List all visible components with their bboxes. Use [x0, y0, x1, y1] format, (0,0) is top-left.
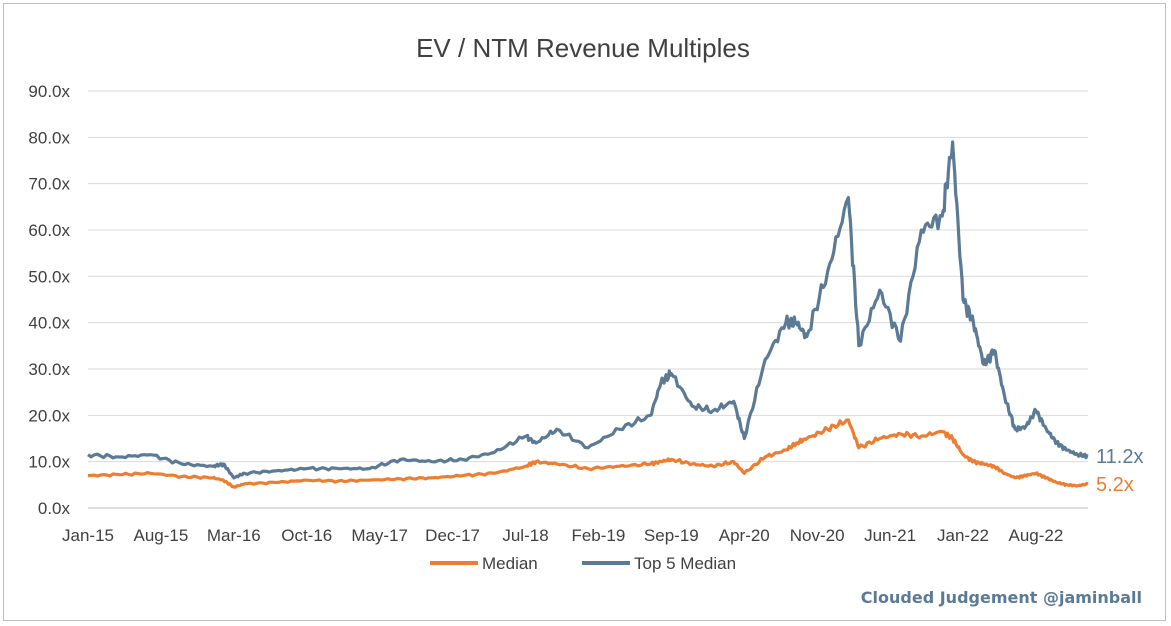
y-tick-label: 10.0x [28, 453, 70, 472]
y-tick-label: 40.0x [28, 314, 70, 333]
x-axis-ticks: Jan-15 Aug-15 Mar-16 Oct-16 May-17 Dec-17 Jul-… [62, 526, 1063, 545]
x-tick-label: Dec-17 [425, 526, 480, 545]
x-tick-label: May-17 [351, 526, 408, 545]
x-tick-label: Sep-19 [644, 526, 699, 545]
y-tick-label: 30.0x [28, 360, 70, 379]
end-labels: 5.2x 11.2x [1096, 446, 1143, 496]
x-tick-label: Jan-15 [62, 526, 114, 545]
x-tick-label: Jun-21 [864, 526, 916, 545]
y-tick-label: 80.0x [28, 128, 70, 147]
chart-title: EV / NTM Revenue Multiples [416, 33, 750, 63]
y-tick-label: 90.0x [28, 82, 70, 101]
x-tick-label: Jan-22 [937, 526, 989, 545]
x-tick-label: Apr-20 [719, 526, 770, 545]
x-tick-label: Nov-20 [790, 526, 845, 545]
series-line [87, 418, 1089, 489]
x-tick-label: Jul-18 [502, 526, 548, 545]
x-tick-label: Feb-19 [571, 526, 625, 545]
y-axis-ticks: 0.0x 10.0x 20.0x 30.0x 40.0x 50.0x 60.0x 70.0x 8… [28, 82, 70, 518]
series-line [87, 140, 1089, 480]
x-tick-label: Aug-22 [1009, 526, 1064, 545]
y-tick-label: 60.0x [28, 221, 70, 240]
x-tick-label: Mar-16 [207, 526, 261, 545]
y-tick-label: 0.0x [38, 499, 71, 518]
y-tick-label: 70.0x [28, 175, 70, 194]
y-tick-label: 50.0x [28, 267, 70, 286]
chart-frame [3, 3, 1166, 621]
x-tick-label: Oct-16 [281, 526, 332, 545]
y-tick-label: 20.0x [28, 406, 70, 425]
legend-label: Median [482, 554, 538, 573]
series-end-label: 11.2x [1096, 446, 1143, 468]
series-end-label: 5.2x [1096, 474, 1134, 496]
legend: Median Top 5 Median [430, 554, 736, 573]
x-tick-label: Aug-15 [134, 526, 189, 545]
gridlines [88, 90, 1088, 509]
watermark-text: Clouded Judgement @jaminball [861, 588, 1142, 607]
legend-label: Top 5 Median [634, 554, 736, 573]
series-lines [87, 140, 1089, 489]
